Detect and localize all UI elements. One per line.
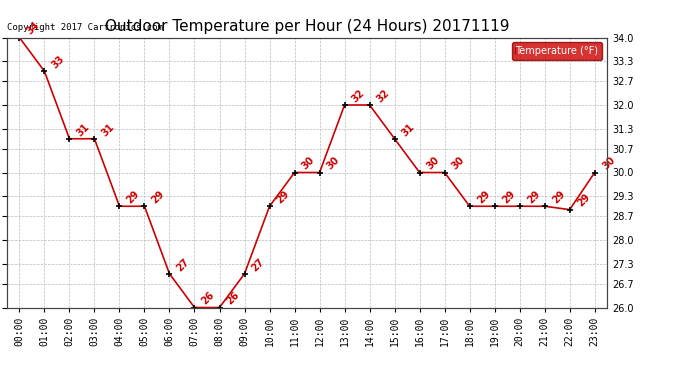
Text: 29: 29 (525, 189, 542, 206)
Text: 26: 26 (225, 290, 241, 307)
Legend: Temperature (°F): Temperature (°F) (511, 42, 602, 60)
Text: 31: 31 (400, 122, 417, 138)
Text: 31: 31 (100, 122, 117, 138)
Title: Outdoor Temperature per Hour (24 Hours) 20171119: Outdoor Temperature per Hour (24 Hours) … (105, 18, 509, 33)
Text: 26: 26 (200, 290, 217, 307)
Text: 33: 33 (50, 54, 67, 70)
Text: 30: 30 (325, 155, 342, 172)
Text: 29: 29 (275, 189, 292, 206)
Text: Copyright 2017 Cartronics.com: Copyright 2017 Cartronics.com (7, 23, 163, 32)
Text: 29: 29 (500, 189, 517, 206)
Text: 29: 29 (475, 189, 492, 206)
Text: 30: 30 (600, 155, 617, 172)
Text: 31: 31 (75, 122, 92, 138)
Text: 27: 27 (250, 256, 267, 273)
Text: 30: 30 (450, 155, 467, 172)
Text: 29: 29 (550, 189, 567, 206)
Text: 30: 30 (300, 155, 317, 172)
Text: 29: 29 (575, 192, 592, 209)
Text: 29: 29 (150, 189, 167, 206)
Text: 32: 32 (375, 88, 392, 104)
Text: 27: 27 (175, 256, 192, 273)
Text: 32: 32 (350, 88, 367, 104)
Text: 34: 34 (25, 20, 41, 37)
Text: 29: 29 (125, 189, 141, 206)
Text: 30: 30 (425, 155, 442, 172)
